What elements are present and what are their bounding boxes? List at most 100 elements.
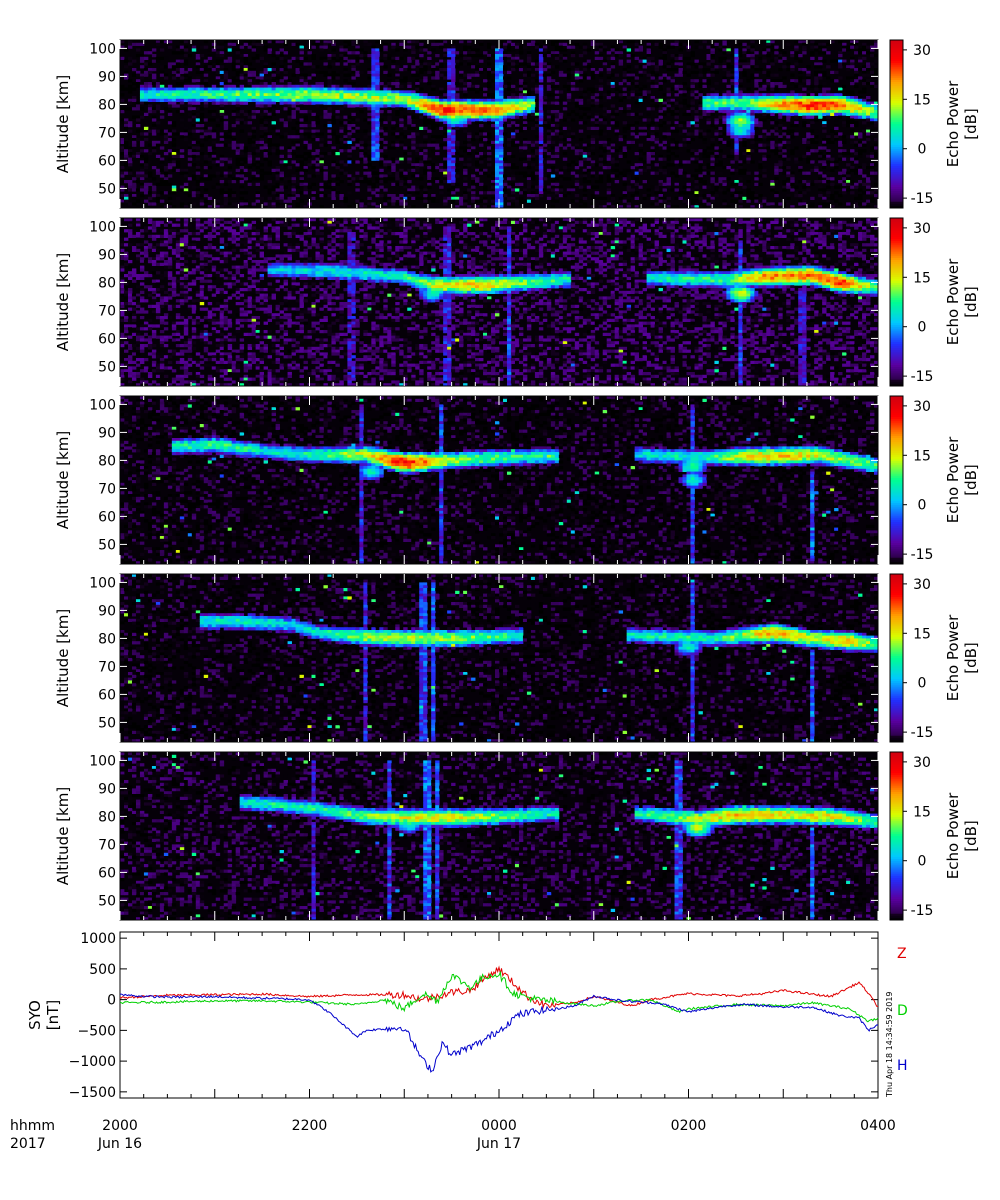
y-axis-label: Altitude [km] [54, 253, 72, 351]
colorbar-tick-label: -15 [911, 547, 934, 563]
colorbar: 30 15 0 -15 Echo Power [dB] [890, 396, 980, 565]
colorbar-tick-label: 0 [918, 320, 927, 336]
colorbar-tick-label: 15 [913, 92, 931, 108]
echo-power-panel: 50 60 70 80 90 100 Altitude [km] 30 15 0 -15 Echo P… [54, 574, 980, 743]
colorbar-tick-label: -15 [911, 725, 934, 741]
y-tick-label: 100 [89, 397, 116, 413]
y-tick-label: 100 [89, 575, 116, 591]
y-axis-label: SYO [26, 1000, 44, 1030]
colorbar: 30 15 0 -15 Echo Power [dB] [890, 574, 980, 743]
y-axis-label: Altitude [km] [54, 75, 72, 173]
y-tick-label: 0 [107, 993, 116, 1009]
colorbar-tick-label: 0 [918, 676, 927, 692]
y-tick-label: 80 [98, 275, 116, 291]
y-axis-unit: [nT] [44, 1000, 62, 1030]
colorbar-label: Echo Power [944, 258, 962, 345]
y-axis-label: Altitude [km] [54, 431, 72, 529]
colorbar-tick-label: -15 [911, 903, 934, 919]
colorbar-label: Echo Power [944, 792, 962, 879]
y-tick-label: −1500 [69, 1085, 116, 1101]
time-axis: hhmm 2017 2000 Jun 16 2200 0000 Jun 17 0200 04… [10, 1118, 896, 1152]
heatmap-panels: 50 60 70 80 90 100 Altitude [km] 30 15 0 -15 Echo P… [54, 40, 980, 921]
x-tick-label: 0200 [671, 1118, 707, 1134]
y-tick-label: 60 [98, 509, 116, 525]
y-tick-label: 90 [98, 781, 116, 797]
y-tick-label: −1000 [69, 1054, 116, 1070]
y-tick-label: 80 [98, 809, 116, 825]
colorbar-unit: [dB] [962, 642, 980, 674]
y-tick-label: 70 [98, 659, 116, 675]
x-tick-label: 2200 [292, 1118, 328, 1134]
timestamp: Thu Apr 18 14:34:59 2019 [885, 991, 894, 1098]
x-axis-row-label: hhmm [10, 1118, 55, 1134]
colorbar-tick-label: 15 [913, 448, 931, 464]
y-tick-label: −500 [78, 1023, 116, 1039]
colorbar-tick-label: 0 [918, 498, 927, 514]
colorbar: 30 15 0 -15 Echo Power [dB] [890, 40, 980, 209]
x-tick-label: 0400 [860, 1118, 896, 1134]
colorbar-label: Echo Power [944, 614, 962, 701]
colorbar-tick-label: -15 [911, 191, 934, 207]
echo-power-panel: 50 60 70 80 90 100 Altitude [km] 30 15 0 -15 Echo P… [54, 40, 980, 209]
x-date-label: Jun 17 [476, 1136, 521, 1152]
colorbar-tick-label: 30 [913, 221, 931, 237]
y-tick-label: 100 [89, 41, 116, 57]
colorbar-tick-label: 30 [913, 577, 931, 593]
colorbar-tick-label: 30 [913, 755, 931, 771]
y-tick-label: 50 [98, 181, 116, 197]
y-tick-label: 70 [98, 481, 116, 497]
y-tick-label: 100 [89, 753, 116, 769]
echo-power-panel: 50 60 70 80 90 100 Altitude [km] 30 15 0 -15 Echo P… [54, 752, 980, 921]
y-tick-label: 80 [98, 631, 116, 647]
colorbar-label: Echo Power [944, 80, 962, 167]
y-tick-label: 80 [98, 97, 116, 113]
colorbar-tick-label: 30 [913, 399, 931, 415]
y-tick-label: 70 [98, 303, 116, 319]
colorbar-unit: [dB] [962, 286, 980, 318]
y-axis-label: Altitude [km] [54, 609, 72, 707]
colorbar-unit: [dB] [962, 108, 980, 140]
y-tick-label: 60 [98, 153, 116, 169]
y-tick-label: 60 [98, 865, 116, 881]
legend-D: D [897, 1003, 908, 1019]
y-tick-label: 50 [98, 537, 116, 553]
y-tick-label: 80 [98, 453, 116, 469]
colorbar-unit: [dB] [962, 464, 980, 496]
colorbar: 30 15 0 -15 Echo Power [dB] [890, 752, 980, 921]
x-date-label: Jun 16 [97, 1136, 142, 1152]
y-tick-label: 100 [89, 219, 116, 235]
y-tick-label: 90 [98, 603, 116, 619]
colorbar-label: Echo Power [944, 436, 962, 523]
y-tick-label: 50 [98, 715, 116, 731]
colorbar: 30 15 0 -15 Echo Power [dB] [890, 218, 980, 387]
echo-power-panel: 50 60 70 80 90 100 Altitude [km] 30 15 0 -15 Echo P… [54, 218, 980, 387]
legend-Z: Z [897, 946, 907, 962]
y-tick-label: 70 [98, 837, 116, 853]
colorbar-tick-label: 15 [913, 270, 931, 286]
y-tick-label: 90 [98, 425, 116, 441]
colorbar-unit: [dB] [962, 820, 980, 852]
line-panel-frame [120, 932, 878, 1098]
x-axis-year-label: 2017 [10, 1136, 46, 1152]
colorbar-tick-label: 30 [913, 43, 931, 59]
y-tick-label: 60 [98, 331, 116, 347]
y-tick-label: 500 [89, 962, 116, 978]
y-tick-label: 50 [98, 893, 116, 909]
y-tick-label: 50 [98, 359, 116, 375]
colorbar-tick-label: 15 [913, 626, 931, 642]
echo-power-panel: 50 60 70 80 90 100 Altitude [km] 30 15 0 -15 Echo P… [54, 396, 980, 565]
y-tick-label: 60 [98, 687, 116, 703]
y-tick-label: 70 [98, 125, 116, 141]
y-tick-label: 90 [98, 69, 116, 85]
y-tick-label: 90 [98, 247, 116, 263]
x-tick-label: 0000 [481, 1118, 517, 1134]
x-tick-label: 2000 [102, 1118, 138, 1134]
colorbar-tick-label: 0 [918, 854, 927, 870]
colorbar-tick-label: 0 [918, 142, 927, 158]
colorbar-tick-label: -15 [911, 369, 934, 385]
colorbar-tick-label: 15 [913, 804, 931, 820]
legend-H: H [897, 1058, 908, 1074]
y-axis-label: Altitude [km] [54, 787, 72, 885]
